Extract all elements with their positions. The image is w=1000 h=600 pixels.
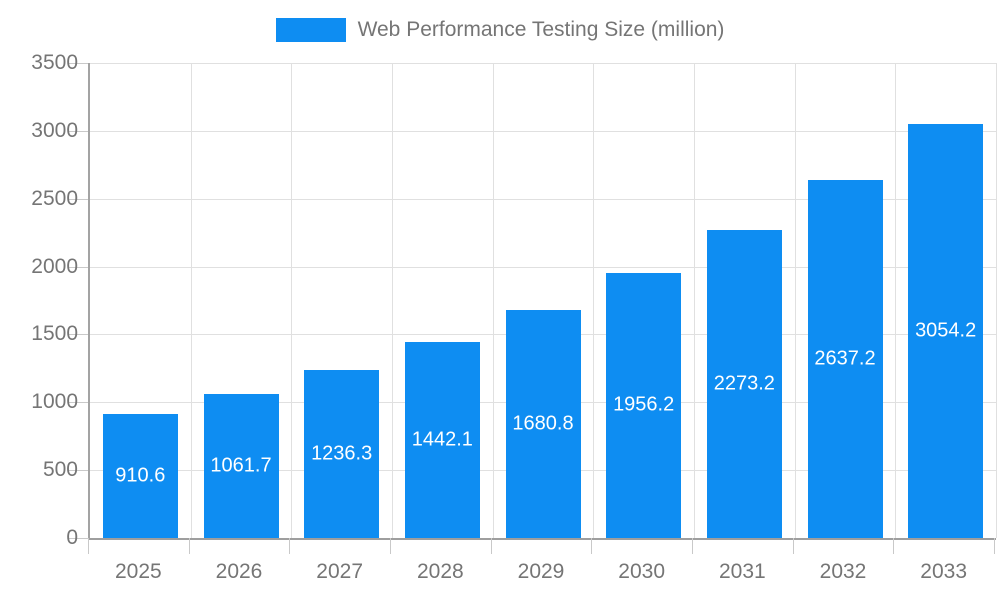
y-gridline	[90, 198, 996, 200]
x-gridline	[291, 63, 293, 538]
x-axis-tick-label: 2029	[517, 560, 565, 583]
x-tick-mark	[188, 538, 190, 554]
bar-2025[interactable]: 910.6	[102, 414, 178, 538]
x-gridline	[392, 63, 393, 538]
bar-value-label: 3054.2	[915, 319, 977, 342]
x-axis-tick-label: 2033	[920, 560, 968, 583]
bar-2030[interactable]: 1956.2	[606, 272, 682, 538]
x-axis-tick-label: 2030	[618, 560, 666, 583]
x-tick-mark	[792, 538, 794, 554]
x-axis-tick-label: 2032	[819, 560, 867, 583]
legend-label: Web Performance Testing Size (million)	[357, 18, 725, 41]
bar-value-label: 2637.2	[814, 347, 876, 370]
y-tick-mark	[68, 198, 88, 200]
bar-value-label: 910.6	[115, 464, 166, 487]
x-tick-mark	[893, 538, 895, 554]
y-tick-mark	[68, 402, 88, 404]
x-axis-tick-label: 2025	[114, 560, 162, 583]
bar-2028[interactable]: 1442.1	[404, 342, 480, 538]
bar-value-label: 1956.2	[613, 393, 675, 416]
bar-value-label: 1680.8	[512, 412, 574, 435]
y-tick-mark	[68, 130, 88, 132]
y-axis-tick-label: 1500	[31, 322, 78, 346]
x-axis-tick-label: 2027	[316, 560, 364, 583]
y-tick-mark	[68, 334, 88, 336]
bar-value-label: 1236.3	[311, 442, 373, 465]
legend[interactable]: Web Performance Testing Size (million)	[0, 18, 1000, 42]
y-axis-tick-label: 3500	[31, 51, 78, 74]
x-tick-mark	[390, 538, 391, 554]
x-gridline	[492, 63, 494, 538]
y-axis-tick-label: 0	[66, 526, 78, 549]
bar-2033[interactable]: 3054.2	[908, 123, 984, 538]
x-axis-tick-label: 2026	[215, 560, 263, 583]
x-axis-tick-label: 2028	[416, 560, 464, 583]
x-tick-mark	[88, 538, 89, 554]
x-gridline	[694, 63, 695, 538]
x-tick-mark	[994, 538, 995, 554]
x-tick-mark	[490, 538, 492, 554]
x-gridline	[190, 63, 192, 538]
bar-value-label: 1442.1	[411, 428, 473, 451]
y-axis-tick-label: 3000	[31, 118, 78, 142]
y-axis-tick-label: 500	[42, 458, 78, 482]
x-gridline	[996, 63, 997, 538]
y-tick-mark	[68, 470, 88, 472]
x-gridline	[794, 63, 796, 538]
bar-value-label: 2273.2	[713, 372, 775, 395]
y-axis-tick-label: 2000	[31, 254, 78, 278]
y-tick-mark	[68, 538, 88, 539]
plot-area: 910.6 1061.7 1236.3 1442.1 1680.8 1956.2 2273.…	[88, 63, 997, 540]
bar-value-label: 1061.7	[210, 454, 272, 477]
y-tick-mark	[68, 63, 88, 64]
bar-2026[interactable]: 1061.7	[203, 393, 279, 538]
y-tick-mark	[68, 266, 88, 268]
legend-swatch-icon	[275, 18, 346, 42]
bar-2027[interactable]: 1236.3	[304, 370, 380, 538]
x-axis-tick-label: 2031	[718, 560, 766, 583]
bar-2032[interactable]: 2637.2	[807, 180, 883, 538]
x-gridline	[593, 63, 595, 538]
y-gridline	[90, 130, 996, 132]
y-gridline	[90, 63, 996, 64]
x-tick-mark	[591, 538, 593, 554]
x-gridline	[895, 63, 897, 538]
x-tick-mark	[289, 538, 291, 554]
y-axis-tick-label: 2500	[31, 186, 78, 210]
bar-2029[interactable]: 1680.8	[505, 309, 581, 538]
y-axis-tick-label: 1000	[31, 390, 78, 414]
y-gridline	[90, 266, 996, 268]
bar-2031[interactable]: 2273.2	[706, 229, 782, 538]
x-tick-mark	[692, 538, 693, 554]
